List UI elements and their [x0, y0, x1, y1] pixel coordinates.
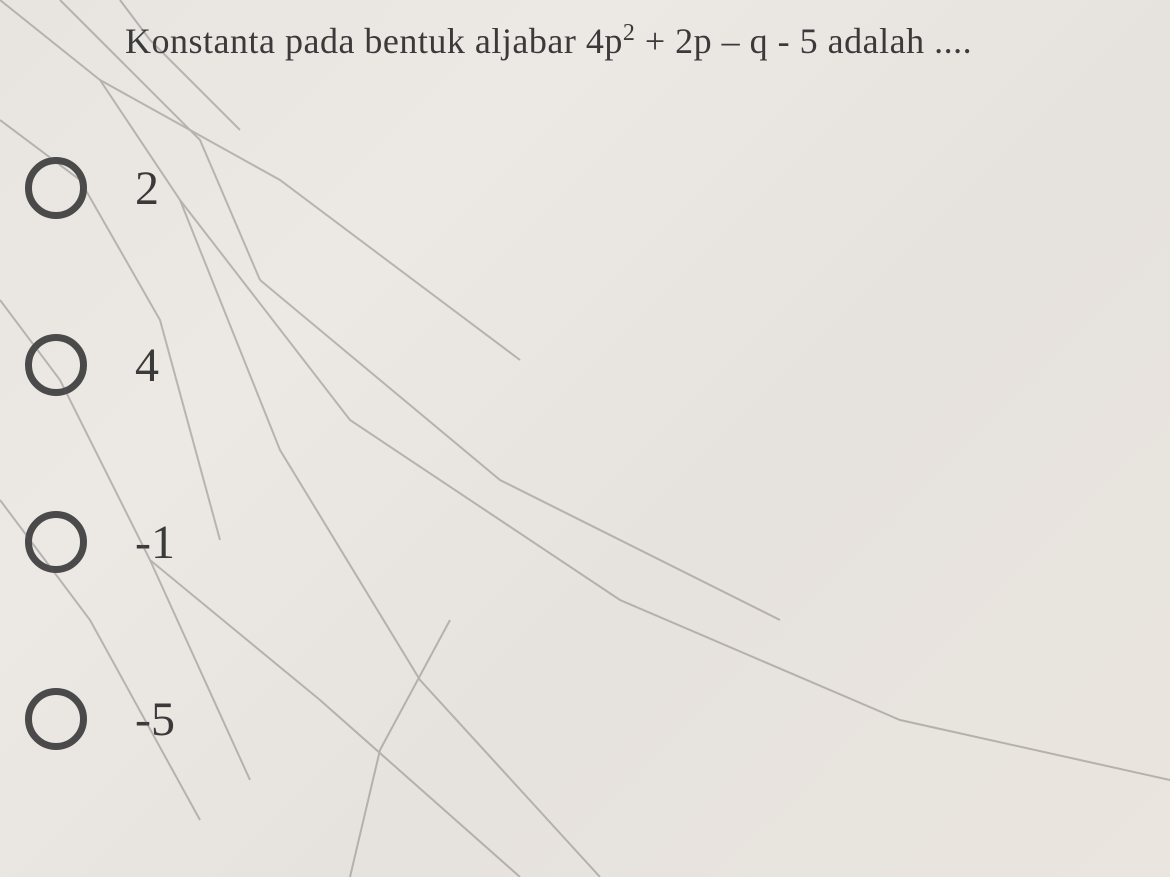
option-label-2: 4 — [135, 338, 159, 393]
option-row: 4 — [25, 334, 1170, 396]
expr-super: 2 — [623, 20, 636, 46]
option-label-3: -1 — [135, 515, 175, 570]
radio-option-2[interactable] — [25, 334, 87, 396]
option-label-1: 2 — [135, 161, 159, 216]
option-row: 2 — [25, 157, 1170, 219]
question-container: Konstanta pada bentuk aljabar 4p2 + 2p –… — [0, 0, 1170, 62]
option-row: -5 — [25, 688, 1170, 750]
question-prefix: Konstanta pada bentuk aljabar — [125, 21, 586, 61]
option-label-4: -5 — [135, 692, 175, 747]
radio-option-4[interactable] — [25, 688, 87, 750]
expr-part1: 4p — [586, 21, 623, 61]
radio-option-3[interactable] — [25, 511, 87, 573]
option-row: -1 — [25, 511, 1170, 573]
expr-part2: + 2p – q - 5 adalah .... — [635, 21, 972, 61]
radio-option-1[interactable] — [25, 157, 87, 219]
question-text: Konstanta pada bentuk aljabar 4p2 + 2p –… — [125, 20, 1170, 62]
options-container: 2 4 -1 -5 — [0, 157, 1170, 750]
